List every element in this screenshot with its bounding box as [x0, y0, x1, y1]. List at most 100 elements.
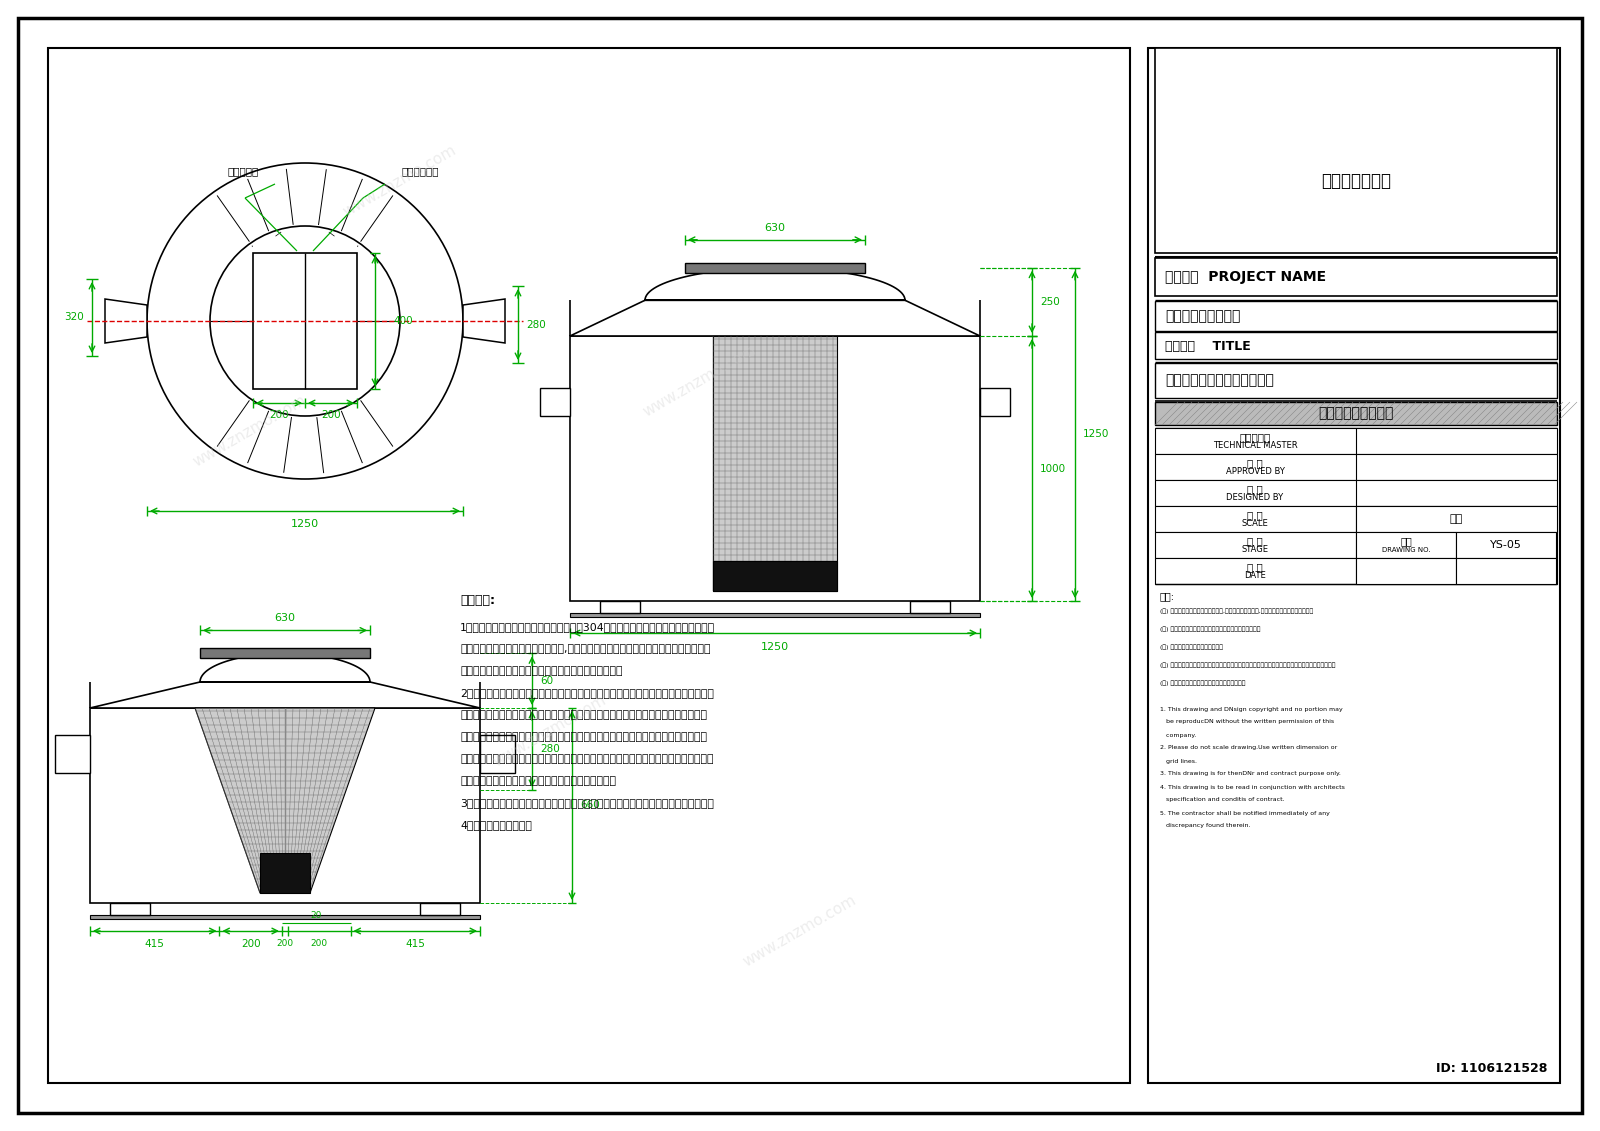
Text: (三) 此图只供招投标及签合同之用。: (三) 此图只供招投标及签合同之用。	[1160, 645, 1222, 650]
Text: (四) 使用此图时应同时参照建筑图图，结构图图，及其它有关图图，施工说明及合约内列明的各项条件。: (四) 使用此图时应同时参照建筑图图，结构图图，及其它有关图图，施工说明及合约内…	[1160, 663, 1336, 667]
Bar	[570, 336, 979, 601]
Bar	[979, 388, 1010, 416]
Text: 3、本产品主要应用于前期雨水雨收集处理，能够一体化实现截污沉淀过滤弃流等功能。: 3、本产品主要应用于前期雨水雨收集处理，能够一体化实现截污沉淀过滤弃流等功能。	[461, 798, 714, 808]
Text: 1、本产品外壳材质为玻璃钢，内置不锈钢304提篮及过滤网，可有效拦截较大固体污: 1、本产品外壳材质为玻璃钢，内置不锈钢304提篮及过滤网，可有效拦截较大固体污	[461, 622, 715, 632]
Text: 原理说明:: 原理说明:	[461, 595, 494, 607]
Text: (五) 承建商如发现有矛盾处，应立即通知本公司。: (五) 承建商如发现有矛盾处，应立即通知本公司。	[1160, 680, 1245, 685]
Bar	[685, 262, 866, 273]
Text: 2. Please do not scale drawing.Use written dimension or: 2. Please do not scale drawing.Use writt…	[1160, 745, 1338, 751]
Polygon shape	[570, 268, 979, 336]
Text: 630: 630	[275, 613, 296, 623]
Text: STAGE: STAGE	[1242, 545, 1269, 554]
Polygon shape	[906, 300, 979, 336]
Polygon shape	[462, 299, 506, 343]
Text: 前期污染物自动排放，便于后期干净的雨水过滤、收集。: 前期污染物自动排放，便于后期干净的雨水过滤、收集。	[461, 666, 622, 676]
Bar	[1155, 454, 1557, 480]
Text: 1250: 1250	[291, 519, 318, 529]
Text: SCALE: SCALE	[1242, 519, 1269, 528]
Text: 660: 660	[579, 801, 600, 811]
Bar	[1149, 48, 1560, 1083]
Bar	[1357, 532, 1456, 558]
Circle shape	[210, 226, 400, 416]
Bar	[1155, 333, 1557, 359]
Text: ID: 1106121528: ID: 1106121528	[1435, 1062, 1547, 1076]
Text: 项目名称  PROJECT NAME: 项目名称 PROJECT NAME	[1165, 270, 1326, 284]
Bar	[54, 735, 90, 772]
Text: 随剩余水流排出，装置恢复原状，等待下次降雨。并且内部配有精度高的不锈钢过滤网，: 随剩余水流排出，装置恢复原状，等待下次降雨。并且内部配有精度高的不锈钢过滤网，	[461, 754, 714, 765]
Text: DESIGNED BY: DESIGNED BY	[1227, 493, 1283, 502]
Text: 320: 320	[64, 312, 83, 322]
Text: 比 例: 比 例	[1246, 510, 1262, 520]
Text: 图纸名称    TITLE: 图纸名称 TITLE	[1165, 339, 1251, 353]
Bar	[910, 601, 950, 613]
Bar	[1456, 532, 1555, 558]
Text: 415: 415	[146, 939, 165, 949]
Text: www.znzmo.com: www.znzmo.com	[341, 143, 459, 219]
Text: 1250: 1250	[1083, 430, 1109, 439]
Text: 技术出图专用章: 技术出图专用章	[1322, 172, 1390, 190]
Text: 设 计: 设 计	[1246, 484, 1262, 494]
Text: 截污过滤弃流一体化设备详图: 截污过滤弃流一体化设备详图	[1165, 373, 1274, 387]
Bar	[1155, 48, 1557, 253]
Text: discrepancy found therein.: discrepancy found therein.	[1160, 823, 1251, 829]
Text: 60: 60	[541, 675, 554, 685]
Text: 200: 200	[277, 940, 293, 949]
Text: 415: 415	[405, 939, 426, 949]
Text: 日 期: 日 期	[1246, 562, 1262, 572]
Text: www.znzmo.com: www.znzmo.com	[640, 343, 760, 420]
Bar	[1357, 558, 1456, 584]
Text: 280: 280	[541, 744, 560, 754]
Text: 20: 20	[310, 912, 322, 921]
Text: 阶 段: 阶 段	[1246, 536, 1262, 546]
Text: TECHNICAL MASTER: TECHNICAL MASTER	[1213, 441, 1298, 450]
Bar	[200, 648, 370, 658]
Bar	[1155, 532, 1557, 558]
Text: 雨水收集与利用系统: 雨水收集与利用系统	[1318, 406, 1394, 420]
Bar	[90, 915, 480, 920]
Text: www.znzmo.com: www.znzmo.com	[190, 392, 309, 469]
Text: 4、本产品可直接地埋。: 4、本产品可直接地埋。	[461, 820, 531, 830]
Text: specification and conditis of contract.: specification and conditis of contract.	[1160, 797, 1285, 803]
Text: 400: 400	[394, 316, 413, 326]
Text: 专业负责人: 专业负责人	[1240, 432, 1270, 442]
Bar	[110, 903, 150, 915]
Text: www.znzmo.com: www.znzmo.com	[491, 692, 610, 769]
Circle shape	[147, 163, 462, 480]
Polygon shape	[570, 300, 645, 336]
Text: 2、产品内置水流翻挡板、控制阀、空制球，不锈钢滤网，当达到设定的弃流量时，排污: 2、产品内置水流翻挡板、控制阀、空制球，不锈钢滤网，当达到设定的弃流量时，排污	[461, 688, 714, 698]
Bar	[1155, 402, 1557, 425]
Text: 口自动关闭，停止弃流，进行雨水收集，内置的不锈钢过滤网可以对收集的雨水进行过: 口自动关闭，停止弃流，进行雨水收集，内置的不锈钢过滤网可以对收集的雨水进行过	[461, 710, 707, 720]
Text: DATE: DATE	[1245, 571, 1266, 580]
Text: 250: 250	[1040, 296, 1059, 307]
Bar	[714, 336, 837, 592]
Text: 200: 200	[310, 940, 328, 949]
Bar	[1155, 480, 1557, 506]
Text: www.znzmo.com: www.znzmo.com	[741, 892, 859, 969]
Bar	[480, 735, 515, 772]
Text: 1. This drawing and DNsign copyright and no portion may: 1. This drawing and DNsign copyright and…	[1160, 707, 1342, 711]
Bar	[253, 253, 357, 389]
Text: 4. This drawing is to be read in conjunction with architects: 4. This drawing is to be read in conjunc…	[1160, 785, 1346, 789]
Bar	[1155, 558, 1557, 584]
Polygon shape	[106, 299, 147, 343]
Bar	[600, 601, 640, 613]
Bar	[1456, 558, 1555, 584]
Bar	[90, 708, 480, 903]
Text: 1250: 1250	[762, 642, 789, 651]
Text: APPROVED BY: APPROVED BY	[1226, 467, 1285, 476]
Bar	[714, 561, 837, 592]
Text: 图号: 图号	[1400, 536, 1411, 546]
Bar	[1155, 428, 1557, 454]
Text: 280: 280	[526, 320, 546, 330]
Text: 审 核: 审 核	[1246, 458, 1262, 468]
Text: company.: company.	[1160, 733, 1197, 737]
Polygon shape	[195, 708, 374, 893]
Text: 5. The contractor shall be notified immediately of any: 5. The contractor shall be notified imme…	[1160, 811, 1330, 815]
Text: 滤，过滤产生的污染物会留在排污口箱体内，降雨结束后，排污口自动打开，污染物将: 滤，过滤产生的污染物会留在排污口箱体内，降雨结束后，排污口自动打开，污染物将	[461, 732, 707, 742]
Text: (二) 行列以比例尺寸量度比图，一般图内的数字所示为准。: (二) 行列以比例尺寸量度比图，一般图内的数字所示为准。	[1160, 627, 1261, 632]
Text: 630: 630	[765, 223, 786, 233]
Text: be reproducDN without the written permission of this: be reproducDN without the written permis…	[1160, 719, 1334, 725]
Text: grid lines.: grid lines.	[1160, 759, 1197, 763]
Text: 专业: 专业	[1450, 513, 1462, 524]
Bar	[1155, 506, 1557, 532]
